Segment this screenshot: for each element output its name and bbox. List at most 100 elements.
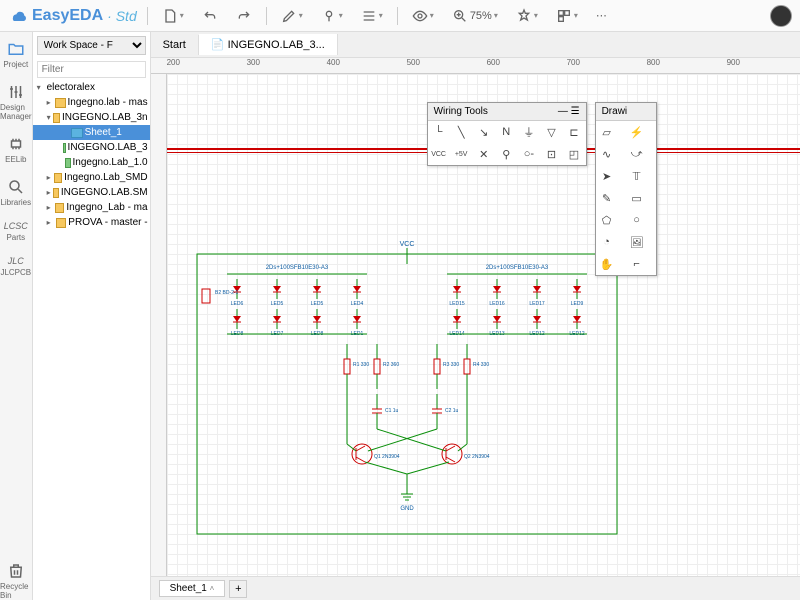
svg-text:R1 330: R1 330 — [353, 362, 369, 368]
redo-button[interactable] — [232, 6, 256, 26]
avatar[interactable] — [770, 5, 792, 27]
vcc-tool[interactable]: VCC — [428, 143, 450, 165]
arrow-tool[interactable]: ➤ — [596, 165, 618, 187]
svg-text:LED16: LED16 — [489, 301, 505, 307]
sidebar-eelib[interactable]: EELib — [5, 135, 26, 164]
zoom-menu[interactable]: 75%▾ — [448, 6, 502, 26]
v5-tool[interactable]: +5V — [450, 143, 472, 165]
poly-tool[interactable]: ⬠ — [596, 209, 618, 231]
svg-text:2Ds+100SFB10E30-A3: 2Ds+100SFB10E30-A3 — [265, 265, 328, 271]
more-button[interactable]: ⋯ — [592, 7, 611, 24]
svg-text:VCC: VCC — [399, 241, 414, 248]
tree-item[interactable]: Ingegno.Lab_1.0 — [33, 155, 150, 170]
svg-text:C1 1u: C1 1u — [385, 408, 399, 414]
svg-text:LED9: LED9 — [570, 301, 583, 307]
svg-text:R2 360: R2 360 — [383, 362, 399, 368]
canvas[interactable]: VCC 2Ds+100SFB10E30-A3 2Ds+100SFB10E30-A3 L… — [167, 74, 800, 576]
file-menu[interactable]: ▾ — [158, 6, 188, 26]
svg-text:LED4: LED4 — [350, 301, 363, 307]
tree-item[interactable]: ▸INGEGNO.LAB.SM — [33, 185, 150, 200]
top-toolbar: EasyEDA· Std ▾ ▾ ▾ ▾ ▾ 75%▾ ▾ ▾ ⋯ — [0, 0, 800, 32]
undo-button[interactable] — [198, 6, 222, 26]
schematic: VCC 2Ds+100SFB10E30-A3 2Ds+100SFB10E30-A3 L… — [187, 234, 627, 554]
view-menu[interactable]: ▾ — [408, 6, 438, 26]
tree-item[interactable]: INGEGNO.LAB_3 — [33, 140, 150, 155]
filter-input[interactable] — [37, 61, 146, 78]
ruler-vertical — [151, 74, 167, 576]
svg-text:LED15: LED15 — [449, 301, 465, 307]
sidebar-design-manager[interactable]: Design Manager — [0, 83, 32, 121]
wire-tool[interactable]: └ — [428, 121, 450, 143]
svg-text:LED5: LED5 — [310, 301, 323, 307]
gnd-tool[interactable]: ⏚ — [518, 121, 540, 143]
tree-item[interactable]: Sheet_1 — [33, 125, 150, 140]
svg-text:C2 1u: C2 1u — [445, 408, 459, 414]
circle-tool[interactable]: ○ — [626, 209, 648, 231]
sidebar-recycle-bin[interactable]: Recycle Bin — [0, 562, 32, 600]
tab-schematic[interactable]: 📄 INGEGNO.LAB_3... — [199, 34, 338, 55]
netlabel-tool[interactable]: N — [495, 121, 517, 143]
svg-text:LED5: LED5 — [270, 301, 283, 307]
config-menu[interactable]: ▾ — [552, 6, 582, 26]
noconn-tool[interactable]: ✕ — [473, 143, 495, 165]
tree-item[interactable]: ▸Ingegno_Lab - ma — [33, 200, 150, 215]
sidebar-parts[interactable]: LCSCParts — [4, 221, 28, 242]
tree-item[interactable]: ▸PROVA - master - — [33, 215, 150, 230]
minimize-icon[interactable]: — ☰ — [558, 106, 580, 117]
project-tree: ▾electoralex ▸Ingegno.lab - mas▾INGEGNO.… — [33, 80, 150, 600]
sheet-tabs: Sheet_1 ˄ + — [151, 576, 800, 600]
edit-menu[interactable]: ▾ — [277, 6, 307, 26]
logo: EasyEDA· Std — [8, 6, 137, 26]
wiring-tools-panel: Wiring Tools— ☰ └ ╲ ↘ N ⏚ ▽ ⊏ VCC +5V ✕ … — [427, 102, 587, 166]
line-tool[interactable]: ▱ — [596, 121, 618, 143]
group-tool[interactable]: ⊡ — [540, 143, 562, 165]
probe-tool[interactable]: ⚲ — [495, 143, 517, 165]
sheet-tab[interactable]: Sheet_1 ˄ — [159, 580, 226, 597]
arc-tool[interactable]: ⤻ — [626, 143, 648, 165]
sidebar-project[interactable]: Project — [3, 40, 28, 69]
tree-root[interactable]: ▾electoralex — [33, 80, 150, 95]
pie-tool[interactable]: ◔ — [596, 231, 618, 253]
rect-tool[interactable]: ▭ — [626, 187, 648, 209]
svg-text:R4 330: R4 330 — [473, 362, 489, 368]
svg-text:Q1 2N3904: Q1 2N3904 — [374, 454, 400, 460]
tab-start[interactable]: Start — [151, 35, 199, 55]
curve-tool[interactable]: ∿ — [596, 143, 618, 165]
svg-text:GND: GND — [400, 506, 414, 512]
sidebar-jlcpcb[interactable]: JLCJLCPCB — [0, 256, 31, 277]
tree-item[interactable]: ▾INGEGNO.LAB_3n — [33, 110, 150, 125]
pin-tool[interactable]: ○- — [518, 143, 540, 165]
ruler-horizontal: 200300400500600700800900 — [151, 58, 800, 74]
editor-tabs: Start 📄 INGEGNO.LAB_3... — [151, 32, 800, 58]
tools-menu[interactable]: ▾ — [512, 6, 542, 26]
drawing-tools-panel: Drawi ▱ ⚡ ∿ ⤻ ➤ 𝕋 ✎ ▭ ⬠ ○ ◔ 🖼 ✋ — [595, 102, 657, 276]
tree-item[interactable]: ▸Ingegno.Lab_SMD — [33, 170, 150, 185]
flag-tool[interactable]: ▽ — [540, 121, 562, 143]
editor-area: Start 📄 INGEGNO.LAB_3... 200300400500600… — [151, 32, 800, 600]
logo-sub: · Std — [107, 8, 137, 24]
add-sheet-button[interactable]: + — [229, 580, 247, 598]
svg-text:LED6: LED6 — [230, 301, 243, 307]
left-sidebar: Project Design Manager EELib Libraries L… — [0, 32, 33, 600]
place-menu[interactable]: ▾ — [317, 6, 347, 26]
project-panel: Work Space - F ▾electoralex ▸Ingegno.lab… — [33, 32, 151, 600]
align-menu[interactable]: ▾ — [357, 6, 387, 26]
tree-item[interactable]: ▸Ingegno.lab - mas — [33, 95, 150, 110]
svg-text:LED17: LED17 — [529, 301, 545, 307]
image-tool[interactable]: 🖼 — [626, 231, 648, 253]
svg-text:Q2 2N3904: Q2 2N3904 — [464, 454, 490, 460]
svg-text:2Ds+100SFB10E30-A3: 2Ds+100SFB10E30-A3 — [485, 265, 548, 271]
bus-tool[interactable]: ╲ — [450, 121, 472, 143]
text-tool[interactable]: 𝕋 — [626, 165, 648, 187]
svg-text:B2 BD-2-1: B2 BD-2-1 — [215, 290, 239, 296]
measure-tool[interactable]: ⌐ — [626, 253, 648, 275]
bolt-tool[interactable]: ⚡ — [626, 121, 648, 143]
pan-tool[interactable]: ✋ — [596, 253, 618, 275]
freehand-tool[interactable]: ✎ — [596, 187, 618, 209]
port-tool[interactable]: ⊏ — [563, 121, 585, 143]
busn-tool[interactable]: ↘ — [473, 121, 495, 143]
workspace-select[interactable]: Work Space - F — [37, 36, 146, 55]
sidebar-libraries[interactable]: Libraries — [0, 178, 31, 207]
sheet-tool[interactable]: ◰ — [563, 143, 585, 165]
svg-text:R3 330: R3 330 — [443, 362, 459, 368]
